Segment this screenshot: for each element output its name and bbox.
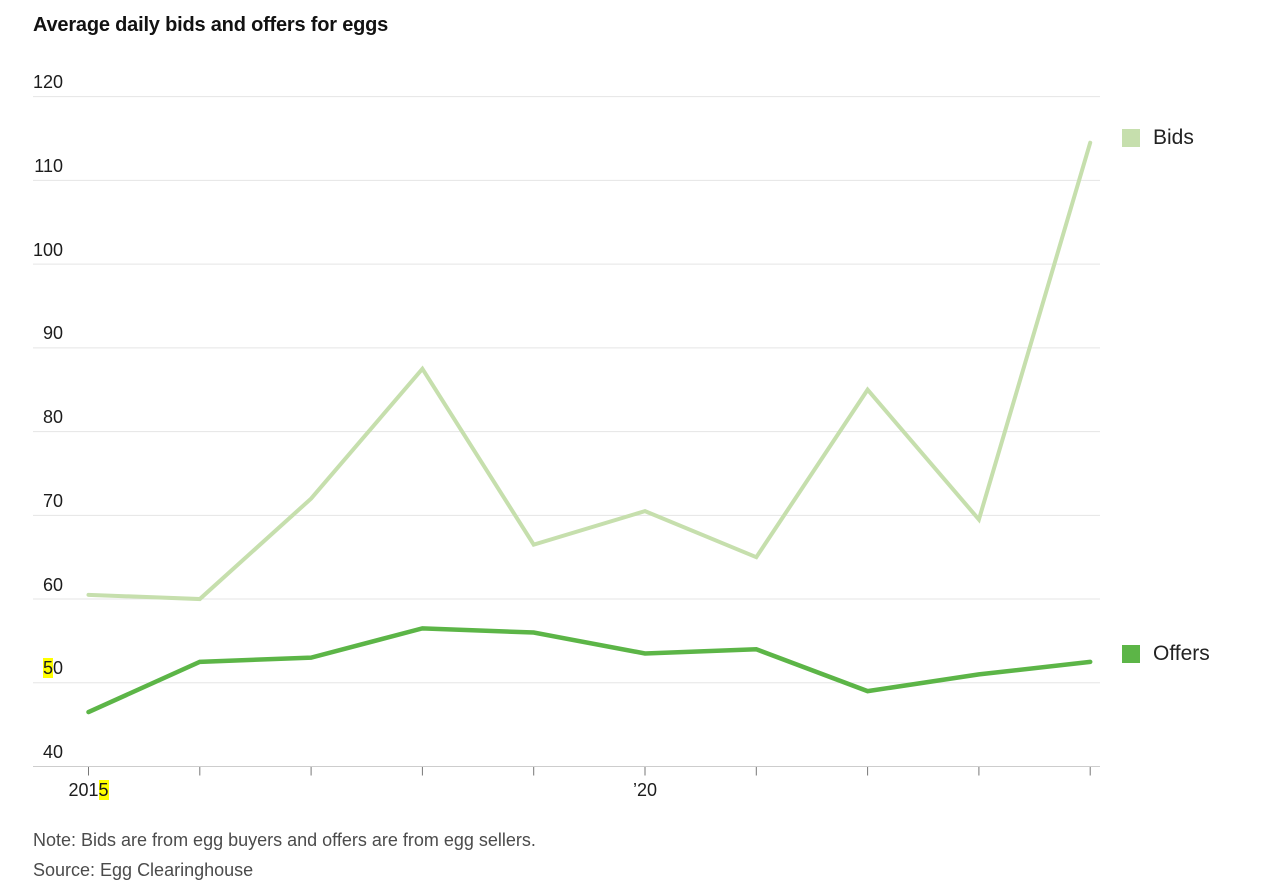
chart-title: Average daily bids and offers for eggs	[33, 14, 389, 36]
y-axis-label-100: 100	[32, 239, 63, 260]
x-axis-ticks	[88, 767, 1091, 776]
y-axis-label-60: 60	[42, 574, 63, 595]
chart-source: Source: Egg Clearinghouse	[33, 860, 254, 880]
y-axis-label-120: 120	[32, 72, 63, 93]
y-axis-label-50: 50	[23, 658, 63, 679]
y-axis-label-110: 110	[34, 155, 63, 176]
offers-line	[86, 626, 1093, 715]
y-axis-label-40: 40	[42, 742, 63, 762]
label-text: 201	[68, 780, 99, 800]
find-highlight: 5	[42, 658, 53, 679]
y-axis-label-90: 90	[42, 323, 63, 344]
x-axis-label-2015: 2015	[44, 780, 134, 801]
offers-legend-swatch-icon	[1122, 645, 1140, 663]
y-axis-label-70: 70	[42, 490, 63, 511]
bids-legend-label: Bids	[1153, 126, 1194, 149]
legend-item-offers: Offers	[1122, 641, 1210, 667]
legend-item-bids: Bids	[1122, 125, 1194, 151]
chart-note: Note: Bids are from egg buyers and offer…	[33, 830, 536, 850]
offers-legend-label: Offers	[1153, 642, 1210, 665]
label-text: 0	[52, 658, 63, 679]
series-lines	[86, 140, 1093, 715]
bids-legend-swatch-icon	[1122, 129, 1140, 147]
gridlines	[33, 96, 1100, 767]
find-highlight: 5	[98, 780, 109, 800]
y-axis-label-80: 80	[42, 407, 63, 428]
x-axis-label-2020: ’20	[632, 780, 658, 800]
bids-line	[86, 140, 1093, 602]
